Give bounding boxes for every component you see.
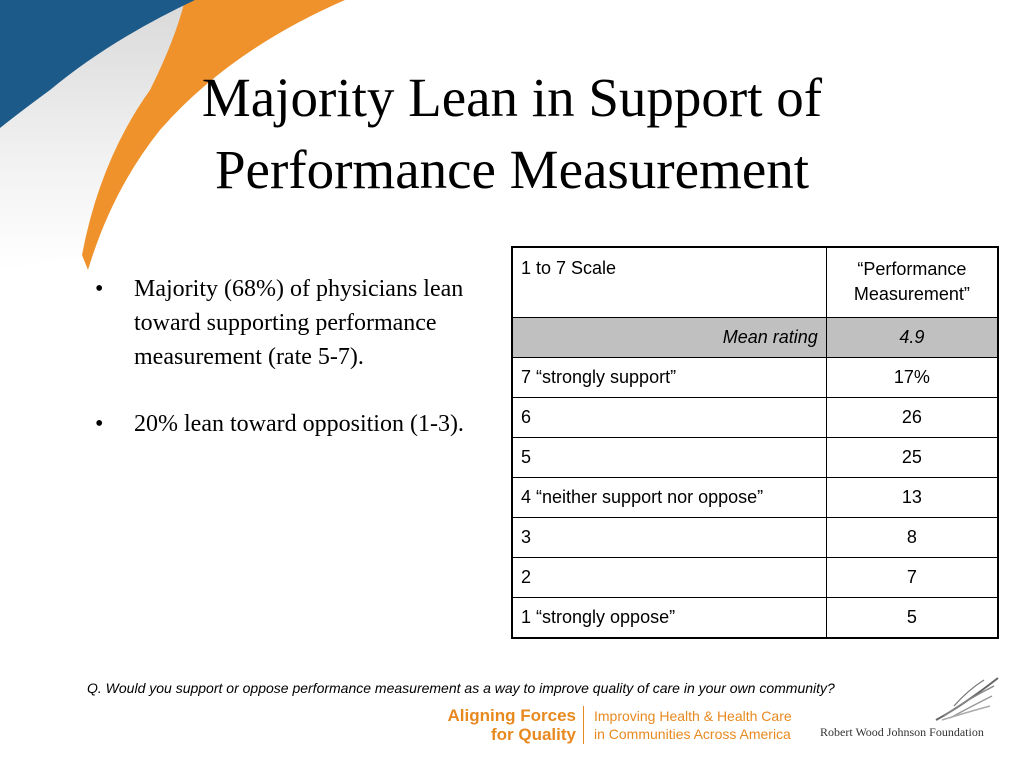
table-row: 1 “strongly oppose” 5 (511, 597, 999, 639)
row-label: 7 “strongly support” (511, 357, 827, 398)
header-scale: 1 to 7 Scale (511, 246, 827, 318)
row-label: 1 “strongly oppose” (511, 597, 827, 639)
table-row: 5 25 (511, 437, 999, 478)
table-row: 7 “strongly support” 17% (511, 357, 999, 398)
table-header-row: 1 to 7 Scale “Performance Measurement” (511, 246, 999, 318)
row-value: 7 (825, 557, 999, 598)
rwjf-name: Robert Wood Johnson Foundation (820, 725, 984, 739)
afq-logo-text: Aligning Forces for Quality (447, 706, 576, 744)
row-value: 13 (825, 477, 999, 518)
table-row: 4 “neither support nor oppose” 13 (511, 477, 999, 518)
mean-rating-label: Mean rating (511, 317, 827, 358)
mean-rating-value: 4.9 (825, 317, 999, 358)
slide-title: Majority Lean in Support of Performance … (201, 67, 823, 200)
row-label: 6 (511, 397, 827, 438)
results-table: 1 to 7 Scale “Performance Measurement” M… (511, 246, 999, 639)
row-value: 26 (825, 397, 999, 438)
row-label: 2 (511, 557, 827, 598)
bullet-list: • Majority (68%) of physicians lean towa… (95, 272, 500, 474)
bullet-item: • 20% lean toward opposition (1-3). (95, 407, 500, 441)
afq-divider (583, 706, 584, 744)
row-value: 8 (825, 517, 999, 558)
table-row: 2 7 (511, 557, 999, 598)
mean-rating-row: Mean rating 4.9 (511, 317, 999, 358)
table-row: 3 8 (511, 517, 999, 558)
row-value: 5 (825, 597, 999, 639)
row-label: 4 “neither support nor oppose” (511, 477, 827, 518)
header-performance-measurement: “Performance Measurement” (825, 246, 999, 318)
bullet-dot: • (95, 411, 104, 437)
row-label: 3 (511, 517, 827, 558)
row-value: 17% (825, 357, 999, 398)
bullet-item: • Majority (68%) of physicians lean towa… (95, 272, 500, 374)
table-row: 6 26 (511, 397, 999, 438)
row-label: 5 (511, 437, 827, 478)
afq-tagline: Improving Health & Health Care in Commun… (594, 708, 792, 742)
feather-logo-icon (935, 677, 999, 721)
bullet-dot: • (95, 276, 104, 302)
row-value: 25 (825, 437, 999, 478)
survey-question: Q. Would you support or oppose performan… (87, 680, 835, 696)
